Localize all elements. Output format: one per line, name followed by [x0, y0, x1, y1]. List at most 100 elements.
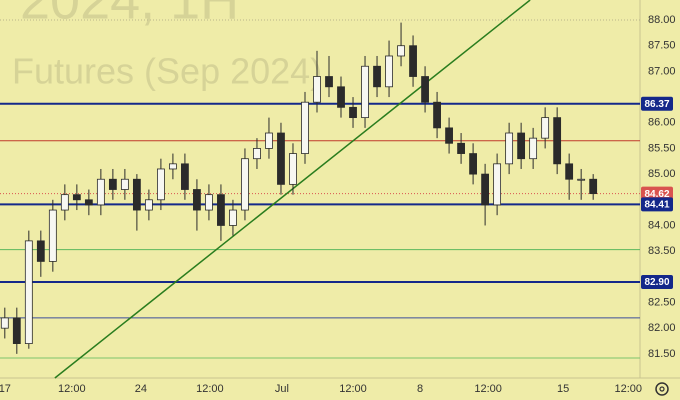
candle-body — [265, 132, 273, 149]
candle — [457, 133, 465, 164]
candle-body — [325, 76, 333, 88]
candle — [349, 97, 357, 128]
candle — [265, 117, 273, 159]
candle-body — [553, 117, 562, 165]
candle-body — [72, 194, 81, 201]
x-tick-label: 12:00 — [614, 383, 642, 395]
candle — [409, 35, 417, 87]
candle-body — [529, 137, 538, 160]
candle — [217, 184, 225, 241]
candle-body — [241, 158, 249, 211]
candle — [205, 184, 213, 221]
x-tick-label: Jul — [275, 383, 289, 395]
candle-body — [84, 199, 93, 206]
candle-body — [541, 117, 550, 139]
candle-body — [277, 132, 285, 185]
candle — [541, 107, 550, 149]
x-tick-label: 12:00 — [339, 383, 367, 395]
y-tick-label: 85.50 — [648, 142, 676, 154]
candle-body — [421, 76, 429, 103]
y-tick-label: 81.50 — [648, 348, 676, 360]
candle-body — [48, 209, 57, 262]
candle — [397, 22, 405, 67]
candle-body — [385, 55, 393, 88]
candle-body — [120, 178, 129, 190]
candle-body — [493, 163, 502, 206]
candle — [337, 76, 345, 118]
candle — [181, 153, 189, 200]
candle — [24, 230, 33, 349]
candle-body — [253, 148, 261, 160]
candle-body — [505, 132, 514, 165]
y-tick-label: 83.50 — [648, 245, 676, 257]
candle — [132, 174, 141, 231]
candle — [589, 174, 598, 200]
candle — [529, 127, 538, 169]
candle-body — [144, 199, 153, 211]
y-tick-label: 85.00 — [648, 168, 676, 180]
candle-body — [313, 76, 321, 103]
candle — [60, 184, 69, 221]
candle-body — [12, 317, 21, 344]
candle-body — [337, 86, 345, 108]
candle — [481, 163, 490, 226]
candle — [277, 122, 285, 195]
candle — [493, 153, 502, 216]
candle-body — [517, 132, 526, 160]
y-tick-label: 87.00 — [648, 65, 676, 77]
x-tick-label: 17 — [0, 383, 11, 395]
candle-body — [229, 209, 237, 226]
y-tick-label: 86.00 — [648, 117, 676, 129]
candle — [433, 91, 441, 139]
settings-button[interactable] — [655, 382, 669, 396]
candle — [96, 168, 105, 216]
candle — [469, 143, 477, 185]
candle — [193, 179, 201, 231]
price-badge-label: 84.62 — [644, 189, 669, 200]
price-badge — [641, 274, 673, 289]
x-tick-label: 12:00 — [474, 383, 502, 395]
candle — [553, 107, 562, 175]
candle-body — [193, 189, 201, 211]
y-tick-label: 82.50 — [648, 296, 676, 308]
x-tick-label: 12:00 — [58, 383, 86, 395]
candle — [48, 199, 57, 272]
candle-body — [169, 163, 177, 170]
candle-body — [349, 106, 357, 119]
candle — [325, 55, 333, 98]
price-badge — [641, 197, 673, 212]
candle — [108, 168, 117, 200]
y-tick-label: 88.00 — [648, 14, 676, 26]
candle — [313, 50, 321, 113]
x-tick-label: 8 — [417, 383, 423, 395]
price-badge-label: 86.37 — [644, 99, 669, 110]
candle-body — [565, 163, 574, 180]
candle-body — [0, 317, 9, 329]
candle-body — [433, 101, 441, 129]
candle — [0, 307, 9, 339]
price-badge-label: 84.41 — [644, 200, 669, 211]
candle — [253, 138, 261, 169]
candle-body — [481, 173, 490, 206]
y-tick-label: 87.50 — [648, 40, 676, 52]
candle-body — [108, 178, 117, 190]
watermark: Futures (Sep 2024) — [12, 51, 322, 92]
y-tick-label: 82.00 — [648, 322, 676, 334]
candle — [289, 143, 297, 195]
candle-body — [96, 178, 105, 206]
candle — [421, 66, 429, 113]
candle-body — [457, 142, 465, 154]
watermark: 2024, 1H — [20, 0, 239, 30]
candle-body — [577, 178, 586, 181]
price-badge — [641, 186, 673, 201]
y-tick-label: 84.00 — [648, 219, 676, 231]
candle-body — [409, 45, 417, 77]
candle — [169, 153, 177, 180]
candle — [120, 168, 129, 200]
candle-body — [181, 163, 189, 190]
candle — [84, 189, 93, 216]
candle — [445, 117, 453, 154]
candle — [577, 168, 586, 200]
candle-body — [397, 45, 405, 57]
